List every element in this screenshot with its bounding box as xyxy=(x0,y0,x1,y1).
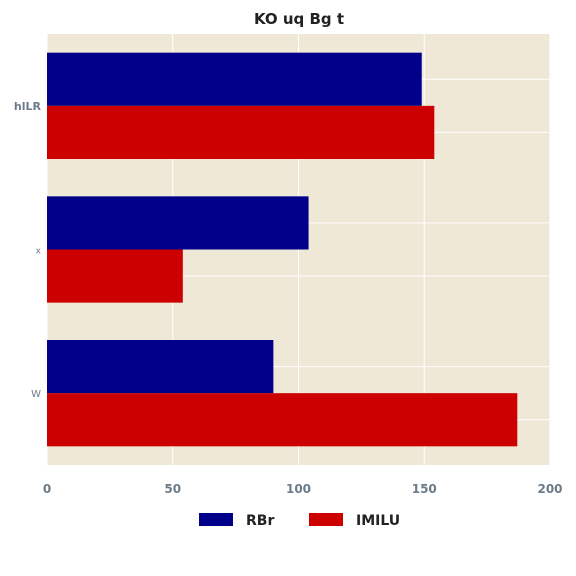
x-tick-label: 100 xyxy=(286,482,311,496)
y-tick-label: x xyxy=(36,247,42,257)
legend-swatch xyxy=(199,513,233,526)
bar xyxy=(47,196,309,250)
bar xyxy=(47,105,435,159)
y-tick-label: hlLR xyxy=(14,100,42,113)
bar xyxy=(47,249,183,303)
legend: RBr IMILU xyxy=(199,513,400,529)
legend-swatch xyxy=(309,513,343,526)
bars xyxy=(47,52,518,447)
legend-label: IMILU xyxy=(356,513,400,529)
bar xyxy=(47,340,274,394)
x-tick-label: 50 xyxy=(164,482,181,496)
legend-label: RBr xyxy=(246,513,274,529)
bar xyxy=(47,393,518,447)
chart-title: KO uq Bg t xyxy=(254,10,344,28)
y-axis-ticks: hlLR x W xyxy=(14,100,42,400)
x-axis-ticks: 0 50 100 150 200 xyxy=(43,482,563,496)
x-tick-label: 0 xyxy=(43,482,51,496)
x-tick-label: 200 xyxy=(537,482,562,496)
x-tick-label: 150 xyxy=(412,482,437,496)
y-tick-label: W xyxy=(31,389,41,400)
bar xyxy=(47,52,422,106)
